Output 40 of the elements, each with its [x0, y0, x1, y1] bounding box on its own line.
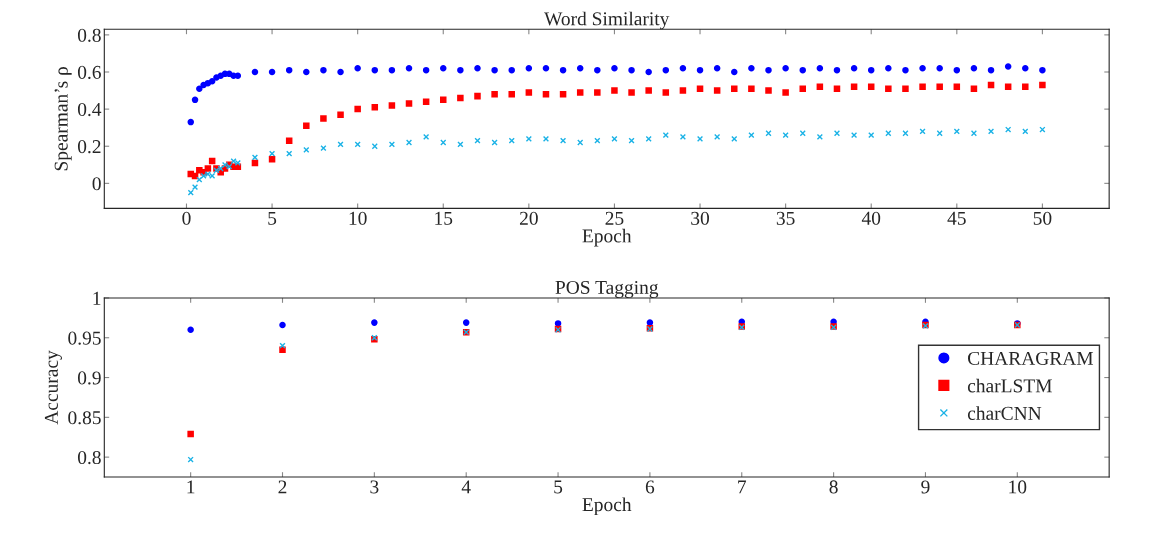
x-tick-label: 3: [370, 480, 379, 494]
x-tick-label: 10: [1009, 480, 1027, 494]
chart-title: POS Tagging: [555, 280, 659, 298]
x-tick-label: 10: [349, 211, 367, 225]
x-tick-label: 7: [738, 480, 747, 494]
x-axis-title: Epoch: [582, 228, 632, 247]
y-tick-label: 0.6: [77, 65, 101, 80]
y-tick-label: 1: [93, 291, 101, 305]
x-tick-label: 6: [645, 480, 655, 494]
x-tick-label: 1: [187, 480, 195, 494]
x-tick-label: 4: [461, 480, 471, 494]
legend-label: charCNN: [967, 406, 1042, 420]
y-tick-label: 0.8: [77, 28, 101, 42]
x-tick-label: 5: [554, 480, 563, 494]
x-tick-label: 8: [829, 480, 838, 494]
y-axis-title: Spearman’s ρ: [54, 67, 72, 171]
x-tick-label: 20: [519, 211, 538, 225]
y-tick-label: 0.9: [77, 371, 101, 385]
x-tick-label: 9: [921, 480, 930, 494]
y-axis-title: Accuracy: [44, 350, 62, 425]
y-tick-label: 0.95: [68, 331, 101, 345]
y-tick-label: 0.2: [77, 140, 101, 154]
x-tick-label: 40: [861, 211, 881, 225]
x-tick-label: 5: [268, 211, 277, 225]
y-tick-label: 0.4: [77, 102, 102, 117]
y-tick-label: 0.8: [77, 450, 101, 465]
x-tick-label: 50: [1033, 211, 1052, 225]
legend-label: CHARAGRAM: [967, 351, 1094, 365]
legend-label: charLSTM: [967, 378, 1052, 393]
x-tick-label: 30: [691, 211, 710, 225]
x-tick-label: 15: [435, 211, 453, 225]
y-tick-label: 0: [92, 177, 101, 191]
x-tick-label: 0: [182, 211, 191, 225]
x-tick-label: 35: [776, 211, 795, 225]
x-tick-label: 25: [605, 211, 624, 225]
x-tick-label: 45: [947, 211, 966, 225]
x-tick-label: 2: [278, 480, 287, 494]
chart-title: Word Similarity: [544, 11, 670, 30]
x-axis-title: Epoch: [582, 497, 632, 516]
y-tick-label: 0.85: [68, 411, 101, 425]
